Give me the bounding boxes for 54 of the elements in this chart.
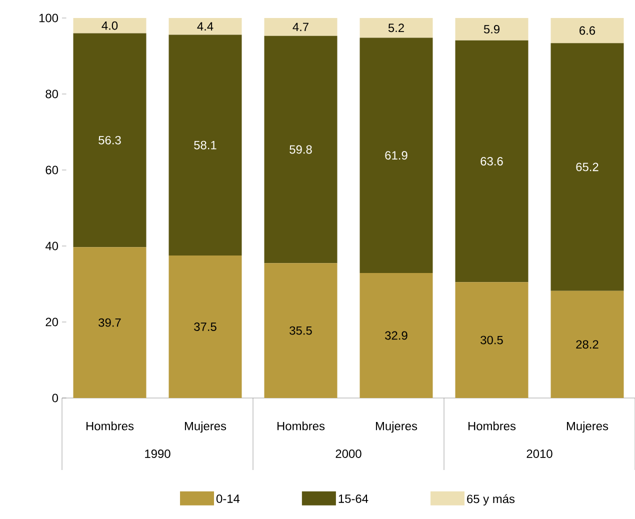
bar (550, 43, 624, 291)
bar (360, 18, 433, 38)
data-label: 58.1 (194, 140, 216, 150)
x-tick-label: Mujeres (376, 422, 418, 433)
legend-label: 0-14 (216, 494, 240, 503)
bar (455, 40, 528, 282)
legend-label: 15-64 (338, 494, 368, 503)
data-label: 5.9 (484, 24, 500, 34)
bar (455, 18, 528, 40)
bar (550, 290, 624, 398)
data-label: 61.9 (385, 151, 408, 160)
y-tick-label: 20 (46, 318, 58, 326)
bar (168, 34, 242, 256)
bar (168, 256, 242, 398)
data-label: 35.5 (290, 326, 312, 335)
x-tick-label: Hombres (277, 422, 325, 430)
y-tick-label: 100 (39, 14, 58, 22)
bar (360, 272, 433, 398)
text: 2000 (336, 450, 362, 458)
bar (73, 33, 146, 248)
y-tick-label: 60 (46, 166, 58, 174)
bar (550, 18, 624, 44)
bar (360, 38, 433, 273)
data-label: 5.2 (388, 24, 404, 32)
data-label: 37.5 (194, 322, 216, 331)
x-tick-label: Mujeres (184, 422, 226, 433)
data-label: 32.9 (385, 331, 408, 340)
y-tick-label: 40 (45, 242, 58, 250)
data-label: 30.5 (480, 336, 503, 344)
bar (264, 18, 338, 36)
y-tick-label: 80 (46, 90, 58, 98)
bar (264, 36, 338, 264)
x-tick-label: Hombres (468, 422, 516, 430)
data-label: 4.7 (292, 22, 308, 32)
x-tick-label: Hombres (86, 422, 134, 430)
bar (455, 282, 528, 398)
bar (73, 18, 146, 34)
data-label: 4.0 (102, 21, 118, 30)
bar (264, 263, 338, 398)
text: 1990 (145, 450, 170, 458)
bar (73, 247, 146, 398)
data-label: 63.6 (480, 157, 503, 166)
data-label: 65.2 (576, 162, 598, 172)
x-tick-label: Mujeres (566, 422, 608, 433)
legend-label: 65 y más (467, 494, 515, 506)
data-label: 4.4 (197, 22, 214, 30)
y-tick-label: 0 (52, 394, 58, 402)
data-label: 28.2 (576, 340, 598, 349)
data-label: 59.8 (290, 145, 312, 154)
data-label: 39.7 (98, 318, 121, 327)
text: 2010 (526, 450, 552, 458)
bar (168, 18, 242, 35)
data-label: 6.6 (580, 26, 596, 35)
data-label: 56.3 (98, 136, 121, 144)
